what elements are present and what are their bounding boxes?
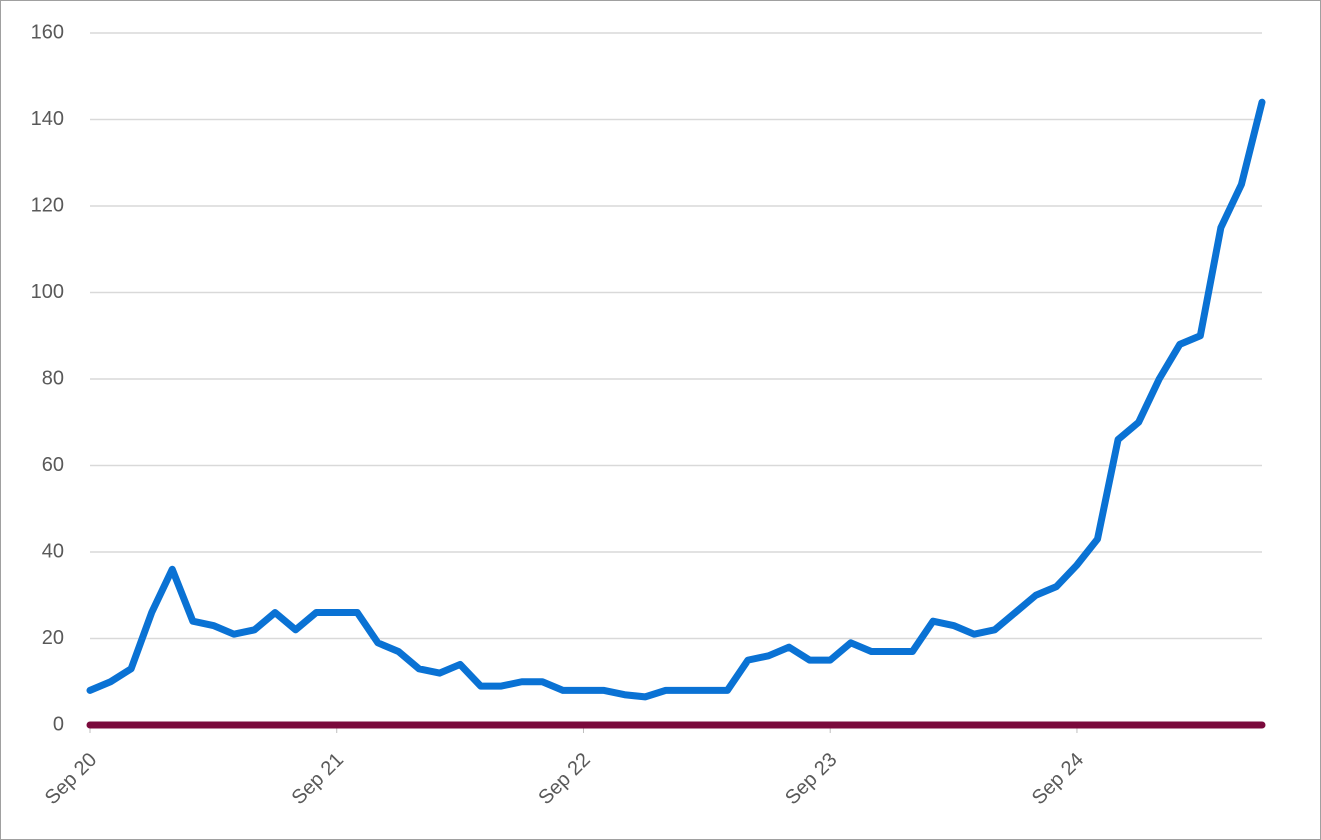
data-line	[86, 98, 1266, 701]
y-tick-label: 40	[42, 540, 64, 562]
y-tick-label: 60	[42, 454, 64, 476]
y-tick-label: 0	[53, 713, 64, 735]
y-tick-label: 20	[42, 627, 64, 649]
y-tick-label: 100	[31, 281, 64, 303]
y-tick-label: 120	[31, 194, 64, 216]
y-tick-label: 140	[31, 108, 64, 130]
y-tick-label: 80	[42, 367, 64, 389]
y-tick-label: 160	[31, 21, 64, 43]
